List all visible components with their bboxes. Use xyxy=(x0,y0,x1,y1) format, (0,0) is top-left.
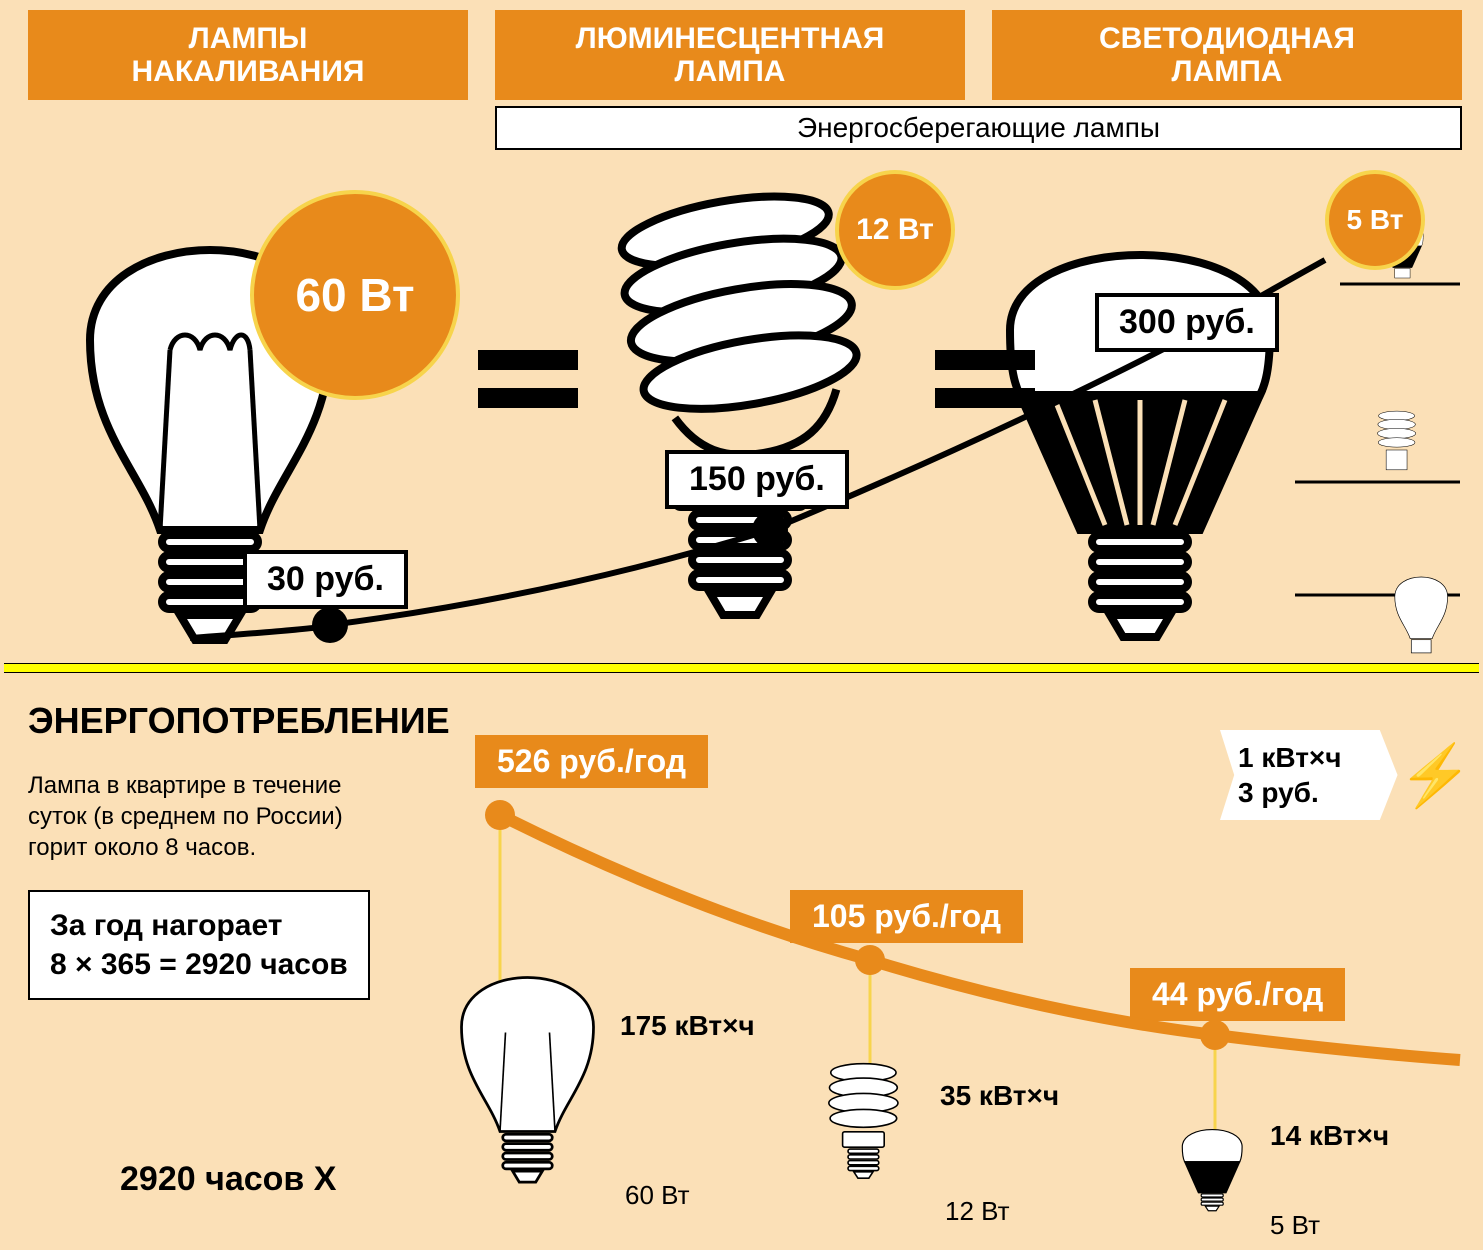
watt-small-5: 5 Вт xyxy=(1270,1210,1320,1241)
cost-led: 44 руб./год xyxy=(1130,968,1345,1021)
kwh-rate-flag: 1 кВт×ч 3 руб. xyxy=(1220,730,1398,820)
price-led: 300 руб. xyxy=(1095,293,1279,352)
watt-badge-5: 5 Вт xyxy=(1325,170,1425,270)
cost-incandescent: 526 руб./год xyxy=(475,735,708,788)
equals-1 xyxy=(478,350,578,426)
consumption-led-icon xyxy=(1182,1130,1242,1211)
watt-small-12: 12 Вт xyxy=(945,1196,1010,1227)
usage-text: Лампа в квартире в течение суток (в сред… xyxy=(28,770,343,864)
equals-2 xyxy=(935,350,1035,426)
kwh-incandescent: 175 кВт×ч xyxy=(620,1010,755,1042)
consumption-title: ЭНЕРГОПОТРЕБЛЕНИЕ xyxy=(28,700,450,742)
header-fluorescent: ЛЮМИНЕСЦЕНТНАЯ ЛАМПА xyxy=(495,10,965,100)
watt-badge-12: 12 Вт xyxy=(835,170,955,290)
watt-small-60: 60 Вт xyxy=(625,1180,690,1211)
energy-saving-banner: Энергосберегающие лампы xyxy=(495,106,1462,150)
top-svg xyxy=(0,0,1483,1250)
header-led: СВЕТОДИОДНАЯ ЛАМПА xyxy=(992,10,1462,100)
bottom-svg xyxy=(0,0,1483,1250)
mini-cfl-icon xyxy=(1378,411,1416,470)
consumption-incandescent-icon xyxy=(462,978,594,1183)
kwh-fluorescent: 35 кВт×ч xyxy=(940,1080,1059,1112)
kwh-led: 14 кВт×ч xyxy=(1270,1120,1389,1152)
yellow-divider xyxy=(4,663,1479,673)
multiplier-text: 2920 часов X xyxy=(120,1160,336,1199)
consumption-cfl-icon xyxy=(829,1064,898,1179)
price-incandescent: 30 руб. xyxy=(243,550,408,609)
lamp-infographic: ЛАМПЫ НАКАЛИВАНИЯ ЛЮМИНЕСЦЕНТНАЯ ЛАМПА С… xyxy=(0,0,1483,1250)
mini-incandescent-icon xyxy=(1395,577,1448,653)
price-fluorescent: 150 руб. xyxy=(665,450,849,509)
lightning-icon: ⚡ xyxy=(1398,740,1473,811)
header-incandescent: ЛАМПЫ НАКАЛИВАНИЯ xyxy=(28,10,468,100)
cost-fluorescent: 105 руб./год xyxy=(790,890,1023,943)
yearly-hours-box: За год нагорает 8 × 365 = 2920 часов xyxy=(28,890,370,1000)
watt-badge-60: 60 Вт xyxy=(250,190,460,400)
cfl-bulb-icon xyxy=(610,182,875,615)
